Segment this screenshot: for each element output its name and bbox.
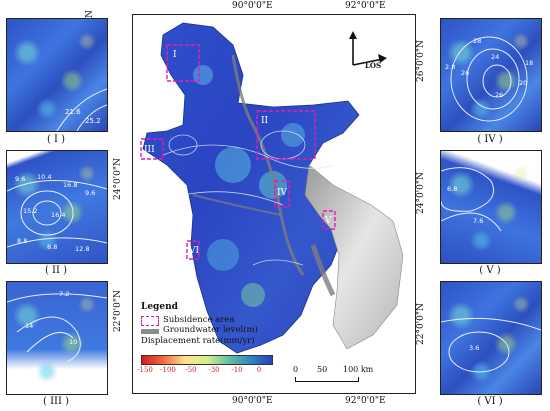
p4-contour-label: 20 bbox=[519, 79, 527, 87]
cbar-tick: -150 bbox=[137, 366, 153, 374]
panel-label-2: ( II ) bbox=[44, 265, 68, 276]
legend-title: Legend bbox=[141, 302, 178, 312]
right-tick-24n: 24°0'0"N bbox=[416, 172, 426, 214]
scale-bar bbox=[295, 377, 359, 382]
panel-label-1: ( I ) bbox=[46, 134, 66, 145]
p5-contour-label: 6.8 bbox=[447, 185, 457, 193]
p1-contour-label: 21.6 bbox=[65, 108, 81, 116]
inset-panel-1: 21.6 25.2 bbox=[6, 18, 108, 132]
p2-contour-label: 10.4 bbox=[37, 173, 51, 181]
inset-panel-4: 2.8 28 26 24 26 20 18 bbox=[440, 18, 542, 132]
map-label-3: III bbox=[144, 145, 155, 155]
left-tick-24n: 24°0'0"N bbox=[113, 158, 123, 200]
map-label-6: VI bbox=[188, 246, 199, 256]
legend-subsidence: Subsidence area bbox=[163, 315, 235, 325]
p2-contour-label: 9.6 bbox=[15, 175, 25, 183]
p3-contour-label: 14 bbox=[25, 322, 33, 330]
panel-label-3: ( III ) bbox=[42, 396, 69, 407]
look-direction-icon bbox=[349, 31, 387, 66]
p1-contour-label: 25.2 bbox=[85, 117, 101, 125]
right-tick-26n: 26°0'0"N bbox=[416, 40, 426, 82]
main-map: I II III IV V VI LOS Legend Subsidence a… bbox=[132, 14, 416, 394]
top-tick-90e: 90°0'0"E bbox=[232, 1, 273, 11]
legend-displacement: Displacement rate(mm/yr) bbox=[141, 336, 255, 346]
bangladesh-map: I II III IV V VI bbox=[140, 22, 404, 354]
left-tick-22n: 22°0'0"N bbox=[113, 290, 123, 332]
p2-contour-label: 9.6 bbox=[85, 189, 95, 197]
p4-contour-label: 2.8 bbox=[445, 63, 455, 71]
p2-contour-label: 16.8 bbox=[63, 181, 77, 189]
panel-label-5: ( V ) bbox=[479, 265, 501, 276]
panel-label-4: ( IV ) bbox=[477, 134, 503, 145]
right-tick-22n: 22°0'0"N bbox=[416, 303, 426, 345]
map-label-5: V bbox=[324, 216, 332, 226]
panel-label-6: ( VI ) bbox=[477, 396, 503, 407]
p4-contour-label: 26 bbox=[495, 91, 503, 99]
p2-contour-label: 8.8 bbox=[17, 237, 27, 245]
inset-panel-3: 7.2 14 10 bbox=[6, 281, 108, 395]
p4-contour-label: 18 bbox=[525, 59, 533, 67]
country-shape bbox=[142, 22, 360, 354]
displacement-colorbar bbox=[141, 355, 273, 365]
cbar-tick: 0 bbox=[256, 366, 262, 374]
p5-contour-label: 7.6 bbox=[473, 217, 483, 225]
map-label-1: I bbox=[173, 50, 177, 60]
cbar-tick: -10 bbox=[231, 366, 243, 374]
map-label-4: IV bbox=[277, 188, 288, 198]
bottom-tick-92e: 92°0'0"E bbox=[345, 396, 386, 406]
cbar-tick: -50 bbox=[185, 366, 197, 374]
cbar-tick: -100 bbox=[160, 366, 176, 374]
p3-contour-label: 10 bbox=[69, 338, 77, 346]
inset-panel-2: 9.6 10.4 16.8 9.6 15.2 16.4 8.8 8.8 12.8 bbox=[6, 150, 108, 264]
bottom-tick-90e: 90°0'0"E bbox=[232, 396, 273, 406]
scale-label-100: 100 km bbox=[343, 365, 374, 374]
groundwater-swatch bbox=[141, 329, 159, 334]
inset-panel-6: 3.6 bbox=[440, 281, 542, 395]
p2-contour-label: 16.4 bbox=[51, 211, 65, 219]
p4-contour-label: 28 bbox=[473, 37, 481, 45]
p3-contour-label: 7.2 bbox=[59, 290, 69, 298]
p2-contour-label: 12.8 bbox=[75, 245, 89, 253]
p2-contour-label: 8.8 bbox=[47, 243, 57, 251]
p4-contour-label: 24 bbox=[491, 53, 499, 61]
map-label-2: II bbox=[261, 116, 269, 126]
scale-label-50: 50 bbox=[317, 365, 328, 374]
legend-groundwater: Groundwater level(m) bbox=[163, 325, 258, 335]
cbar-tick: -30 bbox=[208, 366, 220, 374]
top-tick-92e: 92°0'0"E bbox=[345, 1, 386, 11]
subsidence-swatch bbox=[141, 316, 159, 326]
p2-contour-label: 15.2 bbox=[23, 207, 37, 215]
los-label: LOS bbox=[365, 61, 382, 70]
scale-label-0: 0 bbox=[293, 365, 299, 374]
p4-contour-label: 26 bbox=[461, 69, 469, 77]
inset-panel-5: 6.8 7.6 bbox=[440, 150, 542, 264]
p6-contour-label: 3.6 bbox=[469, 344, 479, 352]
